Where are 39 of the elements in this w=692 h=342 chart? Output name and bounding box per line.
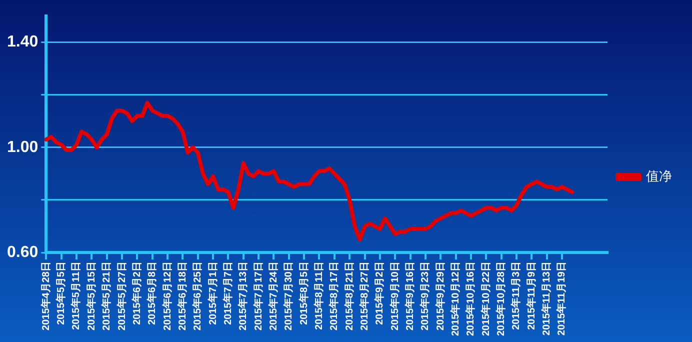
x-tick-label: 2015年7月30日 — [282, 262, 295, 330]
x-tick-label: 2015年6月25日 — [192, 262, 204, 330]
x-tick-label: 2015年4月28日 — [40, 262, 52, 330]
x-tick-label: 2015年10月28日 — [495, 262, 508, 336]
x-tick-label: 2015年9月2日 — [374, 262, 386, 325]
x-tick-label: 2015年7月24日 — [267, 262, 280, 330]
x-tick-label: 2015年11月19日 — [556, 262, 568, 336]
x-tick-label: 2015年7月13日 — [237, 262, 250, 330]
y-tick-label: 1.40 — [7, 34, 38, 51]
y-tick-label: 1.00 — [7, 138, 38, 156]
x-tick-label: 2015年5月5日 — [55, 262, 68, 325]
x-tick-label: 2015年11月3日 — [510, 262, 522, 330]
x-tick-label: 2015年7月1日 — [206, 262, 219, 325]
x-tick-label: 2015年9月29日 — [434, 262, 446, 330]
x-tick-label: 2015年8月27日 — [358, 262, 370, 330]
x-tick-label: 2015年11月13日 — [540, 262, 553, 336]
x-tick-label: 2015年9月16日 — [404, 262, 416, 330]
x-tick-label: 2015年5月27日 — [116, 262, 128, 330]
x-tick-label: 2015年5月21日 — [100, 262, 113, 330]
x-tick-label: 2015年6月8日 — [146, 262, 158, 325]
x-tick-label: 2015年5月11日 — [70, 262, 82, 330]
x-tick-label: 2015年7月7日 — [222, 262, 234, 325]
x-tick-label: 2015年6月18日 — [176, 262, 188, 330]
x-tick-label: 2015年8月17日 — [328, 262, 340, 330]
x-tick-label: 2015年10月22日 — [480, 262, 492, 336]
legend-label: 值净 — [646, 169, 672, 184]
x-tick-label: 2015年6月2日 — [130, 262, 143, 325]
x-tick-label: 2015年10月16日 — [464, 262, 477, 336]
x-tick-label: 2015年9月23日 — [419, 262, 432, 330]
x-tick-label: 2015年8月5日 — [298, 262, 310, 325]
x-tick-label: 2015年9月10日 — [388, 262, 401, 330]
x-tick-label: 2015年8月21日 — [343, 262, 356, 330]
x-tick-label: 2015年8月11日 — [312, 262, 325, 330]
x-tick-label: 2015年6月12日 — [161, 262, 174, 330]
x-tick-label: 2015年7月17日 — [252, 262, 264, 330]
y-tick-label: 0.60 — [7, 244, 38, 261]
x-tick-label: 2015年11月9日 — [525, 262, 538, 330]
x-tick-label: 2015年5月15日 — [85, 262, 98, 330]
x-tick-label: 2015年10月12日 — [450, 262, 462, 336]
